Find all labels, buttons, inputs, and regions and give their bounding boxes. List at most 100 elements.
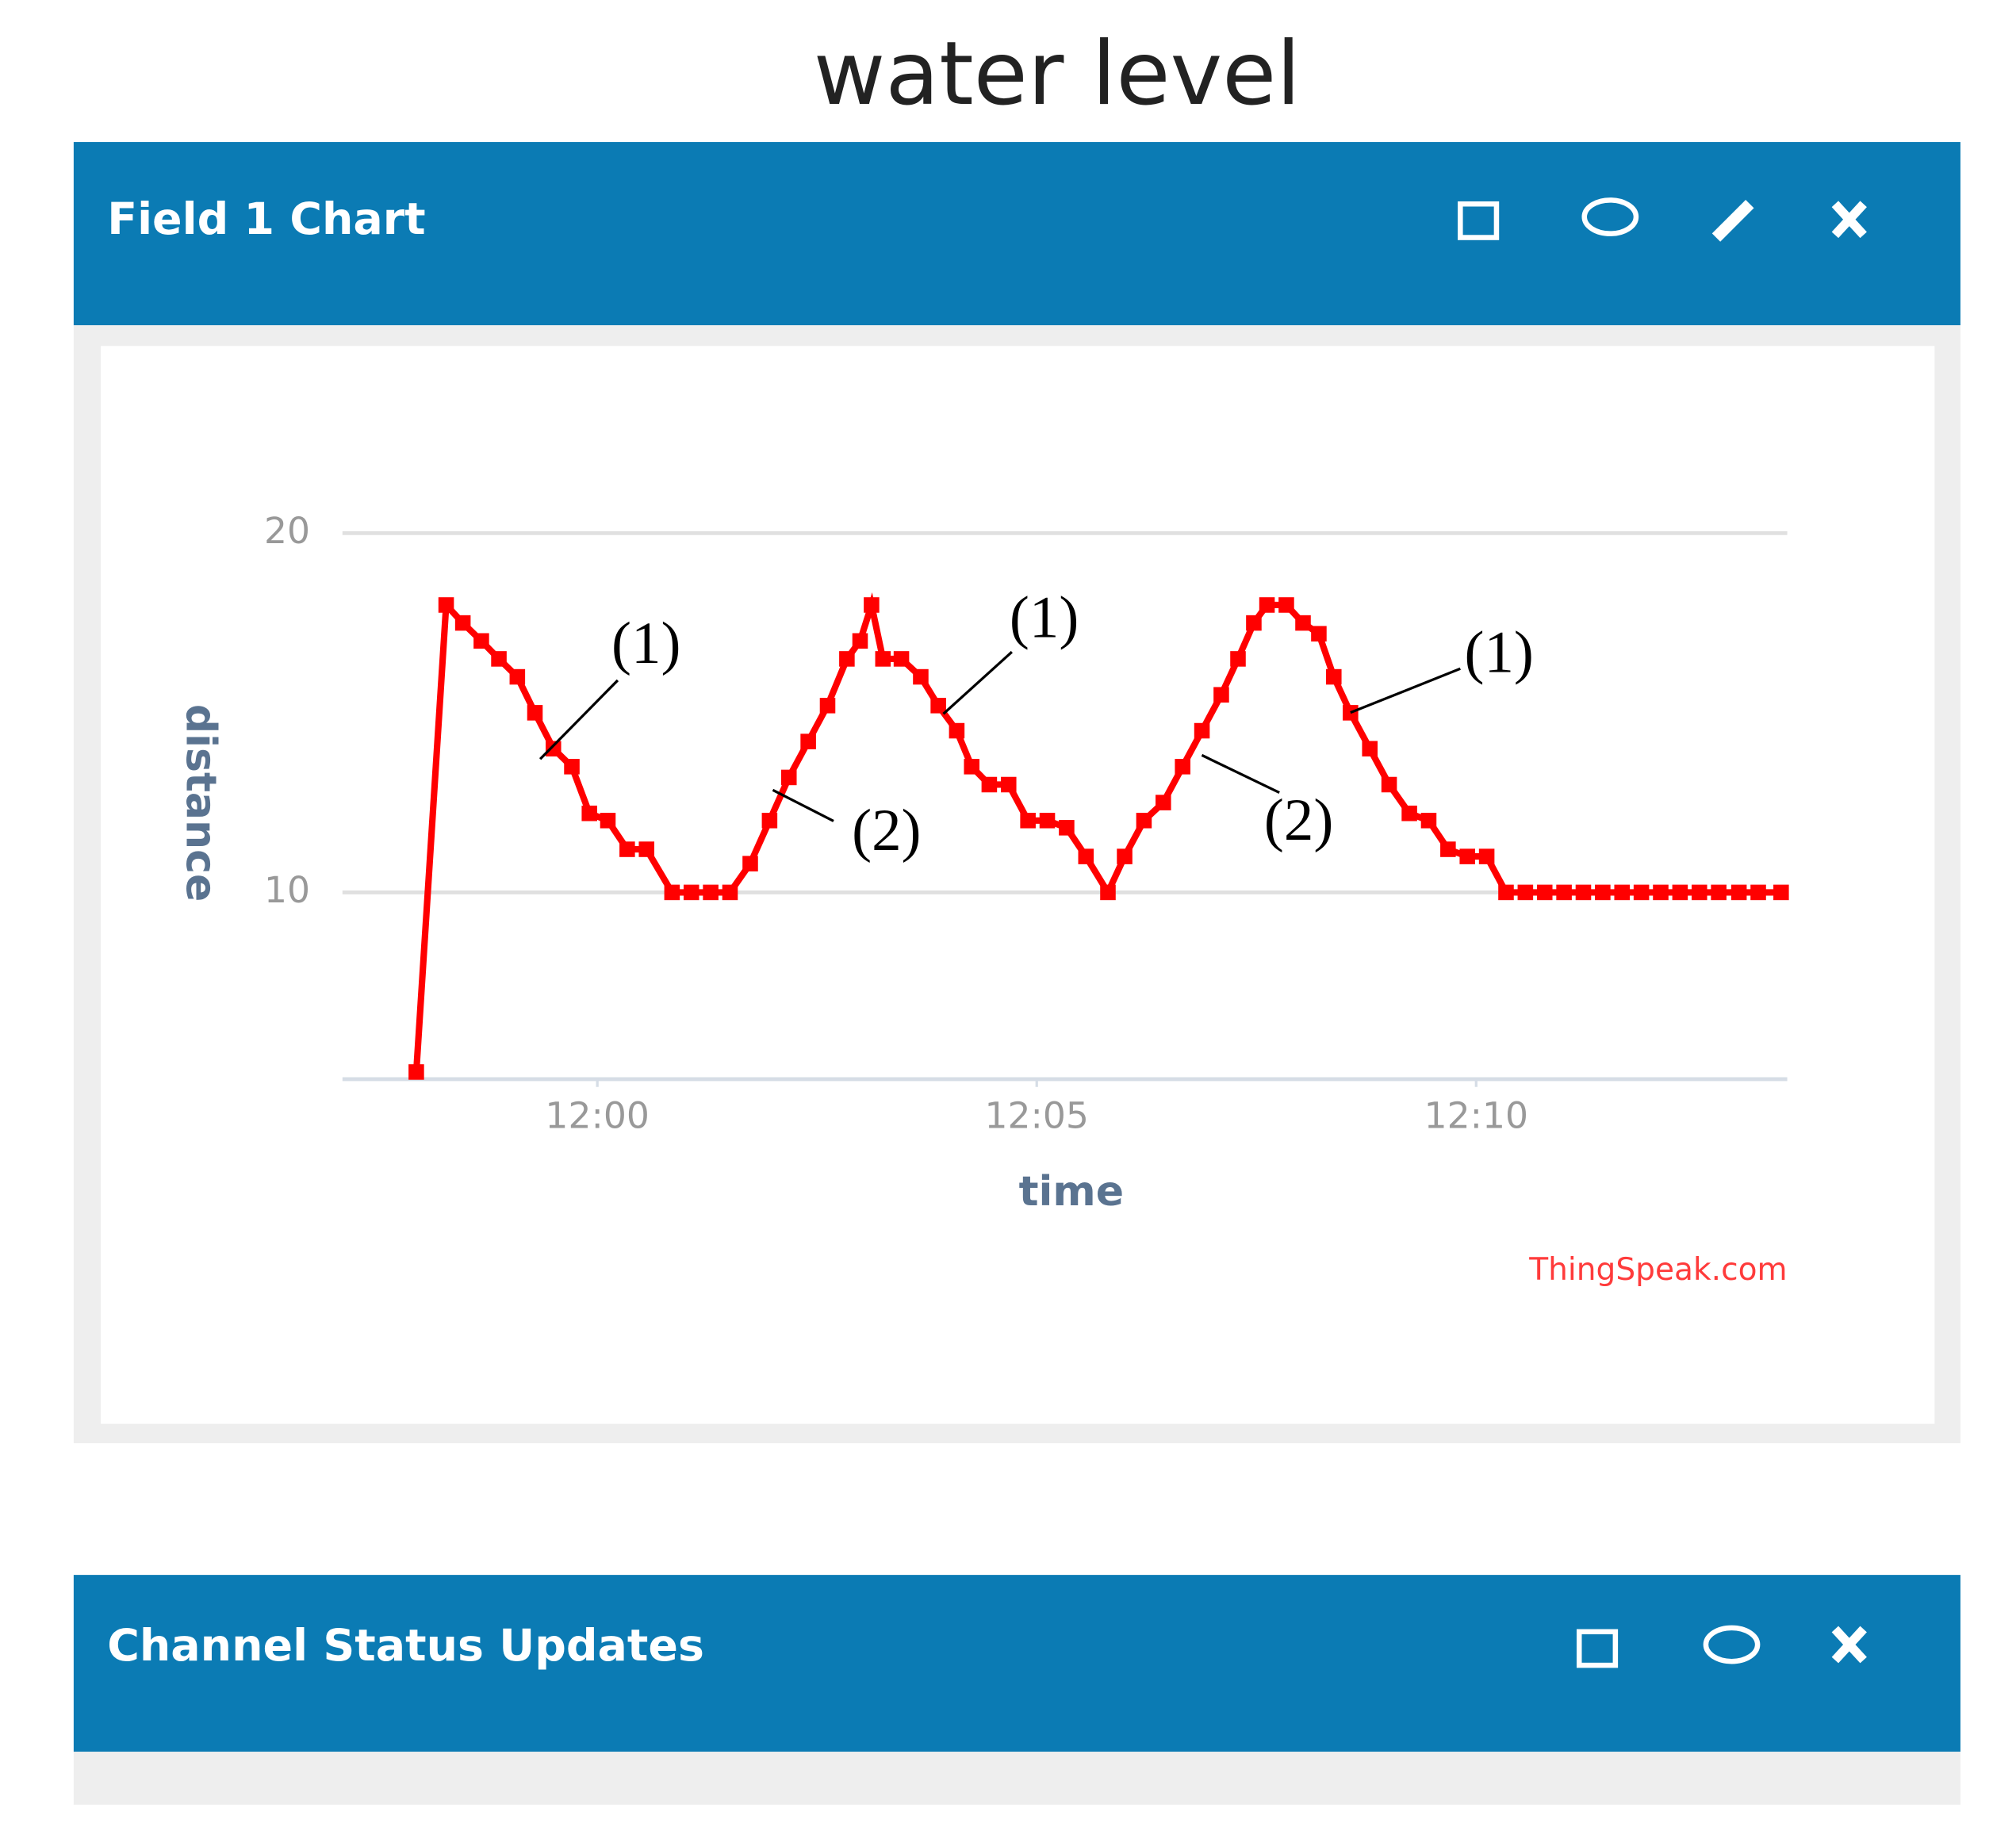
marker xyxy=(780,769,797,786)
header-icons[interactable] xyxy=(1576,1625,1867,1668)
marker xyxy=(930,698,946,714)
x-tick-label: 12:05 xyxy=(985,1094,1089,1136)
marker xyxy=(438,597,454,613)
marker xyxy=(1459,848,1475,864)
panel-title: Channel Status Updates xyxy=(107,1621,704,1672)
comment-icon[interactable] xyxy=(1703,1625,1761,1664)
marker xyxy=(454,615,471,631)
y-axis-label: distance xyxy=(176,704,224,902)
close-icon[interactable] xyxy=(1831,201,1867,239)
marker xyxy=(1156,795,1171,810)
y-tick-label: 10 xyxy=(264,869,310,911)
marker xyxy=(1311,626,1327,642)
marker xyxy=(839,651,855,667)
annotation-leader xyxy=(772,788,834,822)
marker xyxy=(1001,776,1017,793)
marker xyxy=(819,698,836,714)
marker xyxy=(1773,884,1789,901)
marker xyxy=(600,813,616,829)
marker xyxy=(1381,776,1397,793)
marker xyxy=(1343,705,1359,721)
annotation: (1) xyxy=(1465,619,1534,685)
marker xyxy=(1691,884,1707,901)
marker xyxy=(1730,884,1747,901)
marker xyxy=(761,813,778,829)
marker xyxy=(1194,722,1210,739)
marker xyxy=(703,884,719,901)
header-icons[interactable] xyxy=(1458,197,1867,242)
marker xyxy=(1653,884,1669,901)
marker xyxy=(1078,848,1094,864)
marker xyxy=(638,841,655,857)
marker xyxy=(722,884,738,901)
marker xyxy=(742,856,758,871)
marker xyxy=(509,668,526,685)
marker xyxy=(545,741,561,756)
annotation-leader xyxy=(942,650,1013,715)
comment-icon[interactable] xyxy=(1581,197,1639,236)
marker xyxy=(981,776,998,793)
marker xyxy=(1420,813,1437,829)
credit: ThingSpeak.com xyxy=(1528,1252,1787,1288)
marker xyxy=(1633,884,1650,901)
marker xyxy=(1326,668,1342,685)
marker xyxy=(683,884,699,901)
marker xyxy=(1117,848,1133,864)
marker xyxy=(1259,597,1275,613)
panel-title: Field 1 Chart xyxy=(107,194,425,245)
marker xyxy=(527,705,543,721)
marker xyxy=(1278,597,1294,613)
annotation: (2) xyxy=(1264,787,1333,853)
marker xyxy=(1059,820,1075,836)
marker xyxy=(1517,884,1534,901)
annotation: (2) xyxy=(852,798,921,864)
marker xyxy=(1213,687,1229,703)
marker xyxy=(864,597,880,613)
marker xyxy=(1614,884,1631,901)
marker xyxy=(1478,848,1495,864)
panel-body xyxy=(73,1752,1960,1805)
marker xyxy=(1175,759,1190,775)
marker xyxy=(893,651,910,667)
marker xyxy=(964,759,980,775)
marker xyxy=(913,668,929,685)
marker xyxy=(1556,884,1572,901)
marker xyxy=(1711,884,1727,901)
panel-header xyxy=(73,1575,1960,1752)
marker xyxy=(949,722,965,739)
edit-icon[interactable] xyxy=(1711,200,1754,242)
marker xyxy=(852,633,868,649)
annotation: (1) xyxy=(611,611,680,676)
marker xyxy=(1401,805,1417,822)
marker xyxy=(1750,884,1766,901)
marker xyxy=(1440,841,1456,857)
annotation-leader xyxy=(538,679,619,760)
marker xyxy=(1246,615,1262,631)
panel-header xyxy=(73,142,1960,326)
open-icon[interactable] xyxy=(1458,201,1500,240)
plot: 10 20 12:00 12:05 12:10 time distance ThingSpea… xyxy=(176,510,1789,1288)
marker xyxy=(1295,615,1311,631)
marker xyxy=(473,633,489,649)
marker xyxy=(408,1064,424,1080)
marker xyxy=(1020,813,1036,829)
marker xyxy=(800,733,816,749)
marker xyxy=(1230,651,1246,667)
x-tick-label: 12:00 xyxy=(545,1094,649,1136)
marker xyxy=(581,805,597,822)
annotation-leader xyxy=(1201,753,1280,795)
marker xyxy=(664,884,680,901)
marker xyxy=(1039,813,1056,829)
marker xyxy=(564,759,580,775)
marker xyxy=(619,841,635,857)
marker xyxy=(1536,884,1553,901)
marker xyxy=(875,651,891,667)
marker xyxy=(1595,884,1611,901)
marker xyxy=(1136,813,1152,829)
annotation-leader xyxy=(1350,667,1461,714)
open-icon[interactable] xyxy=(1576,1629,1619,1668)
marker xyxy=(1100,884,1116,901)
close-icon[interactable] xyxy=(1831,1626,1867,1664)
